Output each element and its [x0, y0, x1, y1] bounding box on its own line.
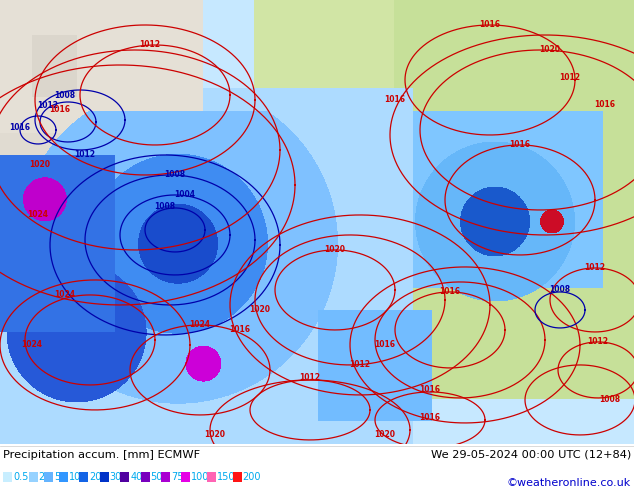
Text: 1008: 1008	[55, 92, 75, 100]
Text: 1012: 1012	[299, 373, 321, 383]
Text: 1012: 1012	[75, 150, 96, 159]
Text: 1016: 1016	[479, 21, 500, 29]
Text: 1016: 1016	[49, 105, 70, 115]
Bar	[181, 472, 190, 482]
Bar	[79, 472, 88, 482]
Text: 1016: 1016	[420, 386, 441, 394]
Text: 1008: 1008	[164, 171, 186, 179]
Bar	[59, 472, 68, 482]
Bar	[120, 472, 129, 482]
Text: 1024: 1024	[190, 320, 210, 329]
Text: 1008: 1008	[155, 202, 176, 212]
Text: 1020: 1020	[30, 161, 51, 170]
Text: 1020: 1020	[540, 46, 560, 54]
Text: 1016: 1016	[230, 325, 250, 335]
Bar	[141, 472, 150, 482]
Text: 1012: 1012	[585, 264, 605, 272]
Text: 1016: 1016	[375, 341, 396, 349]
Text: 1012: 1012	[139, 41, 160, 49]
Text: 1008: 1008	[550, 286, 571, 294]
Bar	[161, 472, 170, 482]
Text: 1012: 1012	[559, 74, 581, 82]
Text: 5: 5	[54, 472, 60, 482]
Bar	[3, 472, 12, 482]
Text: 1024: 1024	[22, 341, 42, 349]
Text: 75: 75	[171, 472, 183, 482]
Text: Precipitation accum. [mm] ECMWF: Precipitation accum. [mm] ECMWF	[3, 450, 200, 460]
Bar	[207, 472, 216, 482]
Text: 20: 20	[89, 472, 102, 482]
Text: 1020: 1020	[375, 430, 396, 440]
Text: 1020: 1020	[205, 430, 226, 440]
Text: 1016: 1016	[595, 100, 616, 109]
Text: 1016: 1016	[10, 123, 30, 132]
Text: 1016: 1016	[384, 96, 406, 104]
Text: 1020: 1020	[250, 305, 271, 315]
Bar	[44, 472, 53, 482]
Text: 10: 10	[69, 472, 81, 482]
Text: 0.5: 0.5	[13, 472, 29, 482]
Text: 30: 30	[110, 472, 122, 482]
Text: 1016: 1016	[420, 414, 441, 422]
Text: 1024: 1024	[27, 211, 48, 220]
Text: 1012: 1012	[588, 338, 609, 346]
Text: 200: 200	[243, 472, 261, 482]
Text: 1012: 1012	[37, 101, 58, 110]
Text: 50: 50	[151, 472, 163, 482]
Text: 1016: 1016	[439, 288, 460, 296]
Text: 100: 100	[191, 472, 210, 482]
Text: 40: 40	[130, 472, 143, 482]
Text: ©weatheronline.co.uk: ©weatheronline.co.uk	[507, 478, 631, 488]
Text: 2: 2	[39, 472, 45, 482]
Text: 1024: 1024	[55, 291, 75, 299]
Text: 1020: 1020	[325, 245, 346, 254]
Text: 1016: 1016	[510, 141, 531, 149]
Text: 150: 150	[217, 472, 235, 482]
Bar	[100, 472, 109, 482]
Text: 1004: 1004	[174, 191, 195, 199]
Text: 1012: 1012	[349, 361, 370, 369]
Text: 1008: 1008	[599, 395, 621, 404]
Bar	[233, 472, 242, 482]
Text: We 29-05-2024 00:00 UTC (12+84): We 29-05-2024 00:00 UTC (12+84)	[430, 450, 631, 460]
Bar	[29, 472, 37, 482]
